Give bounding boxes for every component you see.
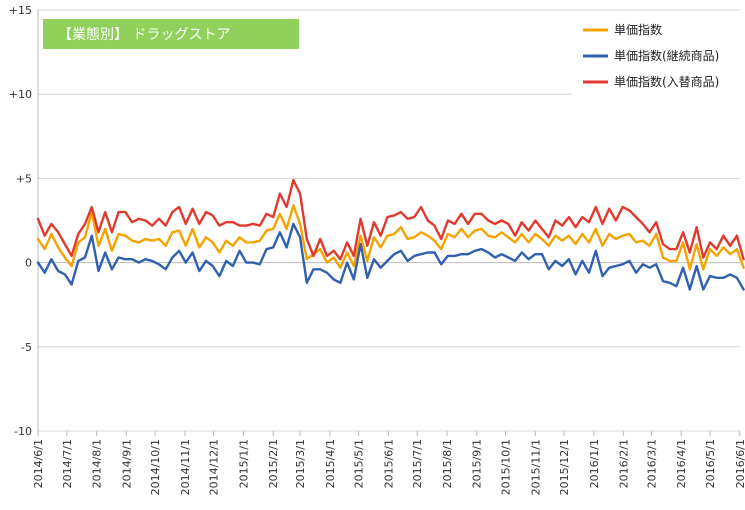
x-tick-label: 2016/5/1 [704,439,717,488]
legend-label: 単価指数(入替商品) [614,74,719,89]
x-tick-label: 2015/5/1 [353,439,366,488]
x-tick-label: 2015/11/1 [529,439,542,495]
chart-title: 【業態別】 ドラッグストア [58,27,230,43]
x-tick-label: 2015/1/1 [237,439,250,488]
x-axis: 2014/6/1 2014/7/1 2014/8/1 2014/9/1 2014/10/… [32,431,745,495]
legend-label: 単価指数 [614,22,662,37]
x-tick-label: 2016/6/1 [734,439,745,488]
x-tick-label: 2015/12/1 [558,439,571,495]
x-tick-label: 2014/8/1 [91,439,104,488]
x-tick-label: 2015/7/1 [411,439,424,488]
x-tick-label: 2015/6/1 [382,439,395,488]
series-line-1 [36,204,745,271]
legend-label: 単価指数(継続商品) [614,48,719,63]
x-tick-label: 2014/7/1 [61,439,74,488]
x-tick-label: 2014/9/1 [120,439,133,488]
y-tick-label: -5 [21,341,32,354]
x-tick-label: 2016/1/1 [588,439,601,488]
x-tick-label: 2016/3/1 [645,439,658,488]
x-tick-label: 2014/6/1 [32,439,45,488]
x-tick-label: 2016/4/1 [675,439,688,488]
x-tick-label: 2014/12/1 [208,439,221,495]
y-tick-label: +5 [16,172,32,185]
x-tick-label: 2015/10/1 [500,439,513,495]
x-tick-label: 2015/3/1 [294,439,307,488]
y-axis: +15 +10 +5 0 -5 -10 [9,4,39,438]
x-tick-label: 2014/10/1 [149,439,162,495]
x-tick-label: 2015/8/1 [441,439,454,488]
series-line-3 [36,178,745,261]
x-tick-label: 2015/2/1 [267,439,280,488]
y-tick-label: 0 [25,257,32,270]
x-tick-label: 2014/11/1 [179,439,192,495]
y-tick-label: +15 [9,4,32,17]
series-line-2 [36,222,745,291]
x-tick-label: 2015/4/1 [324,439,337,488]
y-tick-label: +10 [9,88,32,101]
chart-title-box: 【業態別】 ドラッグストア [43,19,299,49]
x-tick-label: 2015/9/1 [471,439,484,488]
x-tick-label: 2016/2/1 [618,439,631,488]
y-tick-label: -10 [14,425,32,438]
series-lines [36,178,745,291]
chart-title-background [43,19,299,49]
